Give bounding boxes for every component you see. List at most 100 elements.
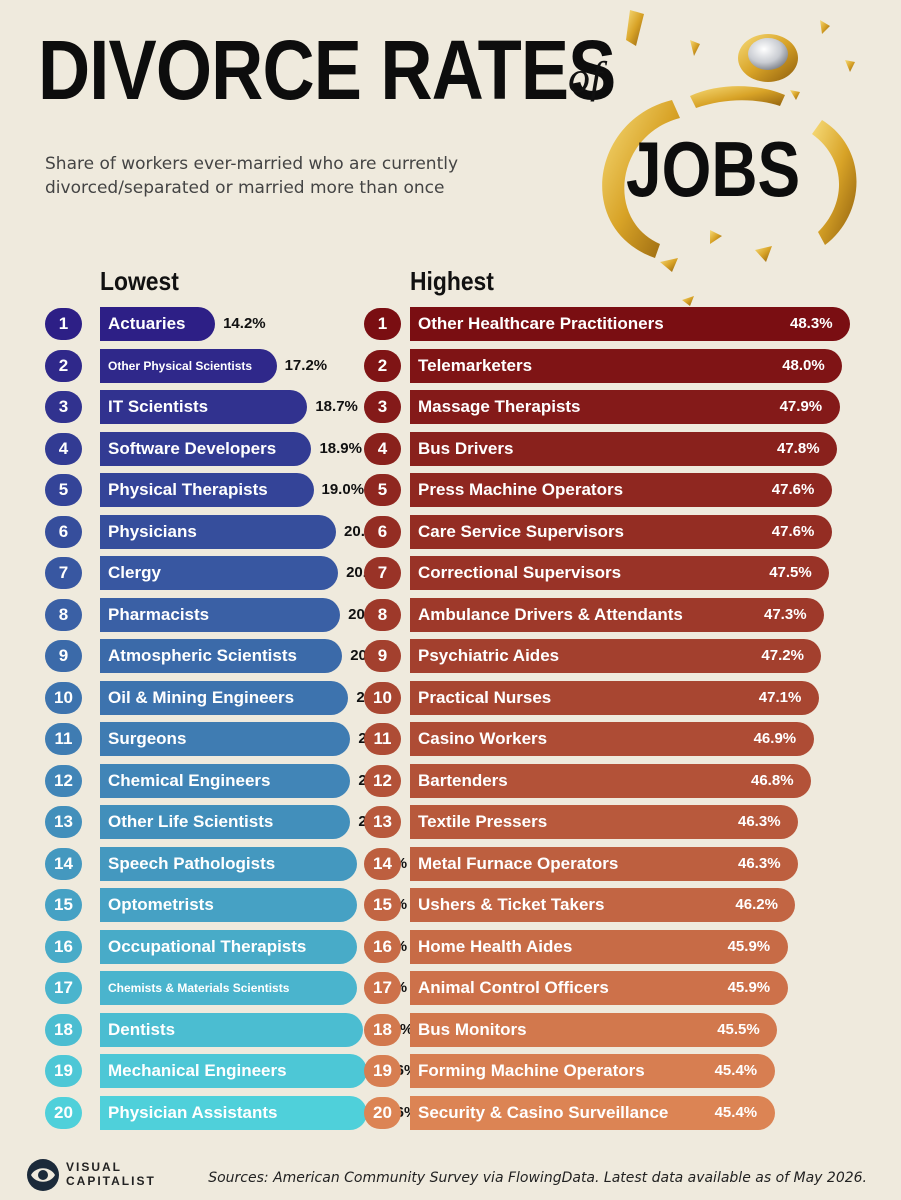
highest-bar <box>410 597 824 632</box>
highest-category-label: Bus Drivers <box>418 438 514 458</box>
lowest-row-8: 8Pharmacists20.3% <box>0 597 901 632</box>
lowest-rank-badge: 5 <box>45 474 82 506</box>
highest-value-label: 45.4% <box>714 1103 758 1121</box>
highest-bar <box>410 307 850 341</box>
lowest-category-label: Actuaries <box>108 314 186 333</box>
highest-category-label: Casino Workers <box>418 729 548 748</box>
lowest-row-7: 7Clergy20.2% <box>0 556 901 590</box>
highest-category-label: Security & Casino Surveillance <box>418 1102 669 1122</box>
lowest-bar <box>100 431 312 466</box>
lowest-bar <box>100 971 357 1005</box>
lowest-rank-badge: 15 <box>45 889 82 921</box>
highest-row-20: 20 Security & Casino Surveillance 45.4% <box>0 1095 901 1130</box>
highest-value-label: 47.2% <box>761 647 804 664</box>
lowest-category-label: Optometrists <box>108 895 214 914</box>
highest-category-label: Massage Therapists <box>418 397 581 416</box>
lowest-rank-badge: 8 <box>45 598 82 631</box>
highest-bar <box>410 1054 775 1088</box>
highest-row-9: 9 Psychiatric Aides 47.2% <box>0 639 901 673</box>
highest-bar <box>410 514 832 549</box>
highest-bar <box>410 929 788 964</box>
visual-capitalist-logo-icon <box>27 1159 59 1191</box>
highest-value-label: 47.5% <box>769 564 812 581</box>
lowest-rank-badge: 14 <box>45 847 82 880</box>
lowest-bar <box>100 514 337 549</box>
highest-row-15: 15 Ushers & Ticket Takers 46.2% <box>0 888 901 922</box>
highest-row-12: 12 Bartenders 46.8% <box>0 763 901 798</box>
highest-bar <box>410 1095 775 1130</box>
lowest-bar <box>100 348 277 383</box>
lowest-value-label: 14.2% <box>223 315 266 332</box>
highest-category-label: Psychiatric Aides <box>418 646 560 665</box>
lowest-rank-badge: 10 <box>45 681 82 714</box>
highest-bar <box>410 971 788 1005</box>
lowest-rank-badge: 19 <box>45 1055 82 1087</box>
highest-row-16: 16 Home Health Aides 45.9% <box>0 929 901 964</box>
highest-row-7: 7 Correctional Supervisors 47.5% <box>0 556 901 590</box>
highest-rank-badge: 9 <box>364 640 401 672</box>
subtitle: Share of workers ever-married who are cu… <box>45 154 459 198</box>
lowest-category-label: Mechanical Engineers <box>108 1061 287 1080</box>
highest-category-label: Bus Monitors <box>418 1019 527 1039</box>
highest-category-label: Ushers & Ticket Takers <box>418 895 605 914</box>
lowest-bar <box>100 846 357 881</box>
brand-name: VISUAL CAPITALIST <box>66 1160 156 1188</box>
lowest-category-label: Software Developers <box>108 438 277 458</box>
lowest-rank-badge: 2 <box>45 349 82 382</box>
highest-row-10: 10 Practical Nurses 47.1% <box>0 680 901 715</box>
lowest-category-label: Dentists <box>108 1019 176 1039</box>
lowest-rank-badge: 18 <box>45 1013 82 1046</box>
highest-rank-badge: 10 <box>364 681 401 714</box>
highest-rank-badge: 7 <box>364 557 401 589</box>
highest-rank-badge: 12 <box>364 764 401 797</box>
highest-bar <box>410 680 819 715</box>
lowest-category-label: Pharmacists <box>108 604 210 624</box>
lowest-rank-badge: 17 <box>45 972 82 1004</box>
highest-bar <box>410 888 796 922</box>
lowest-category-label: IT Scientists <box>108 397 209 416</box>
highest-value-label: 48.0% <box>782 356 825 374</box>
lowest-category-label: Occupational Therapists <box>108 936 307 956</box>
highest-category-label: Care Service Supervisors <box>418 521 625 541</box>
lowest-rank-badge: 13 <box>45 806 82 838</box>
highest-row-3: 3 Massage Therapists 47.9% <box>0 390 901 424</box>
lowest-bar <box>100 763 351 798</box>
highest-value-label: 46.3% <box>738 854 781 872</box>
lowest-category-label: Atmospheric Scientists <box>108 646 297 665</box>
highest-category-label: Press Machine Operators <box>418 480 624 499</box>
lowest-rank-badge: 6 <box>45 515 82 548</box>
highest-row-14: 14 Metal Furnace Operators 46.3% <box>0 846 901 881</box>
highest-rank-badge: 3 <box>364 391 401 423</box>
lowest-category-label: Other Physical Scientists <box>108 358 253 373</box>
lowest-rank-badge: 1 <box>45 308 82 340</box>
lowest-row-3: 3 IT Scientists 18.7% <box>0 390 901 424</box>
highest-rank-badge: 19 <box>364 1055 401 1087</box>
highest-category-label: Telemarketers <box>418 355 533 375</box>
highest-bar <box>410 431 837 466</box>
lowest-category-label: Physician Assistants <box>108 1102 278 1122</box>
highest-bar <box>410 805 798 839</box>
highest-rank-badge: 14 <box>364 847 401 880</box>
highest-value-label: 45.9% <box>727 979 771 996</box>
highest-row-5: 5 Press Machine Operators 47.6% <box>0 473 901 507</box>
highest-rank-badge: 8 <box>364 598 401 631</box>
lowest-category-label: Chemists & Materials Scientists <box>108 981 290 995</box>
lowest-bar <box>100 1054 367 1088</box>
lowest-bar <box>100 888 357 922</box>
highest-bar <box>410 556 830 590</box>
highest-value-label: 46.8% <box>751 771 794 789</box>
title-jobs: JOBS <box>626 125 801 213</box>
lowest-bar <box>100 1095 367 1130</box>
lowest-bar <box>100 390 308 424</box>
lowest-bar <box>100 1012 363 1047</box>
highest-value-label: 46.2% <box>735 896 778 913</box>
highest-bar <box>410 639 822 673</box>
lowest-rank-badge: 11 <box>45 723 82 755</box>
highest-rank-badge: 4 <box>364 432 401 465</box>
lowest-value-label: 18.7% <box>315 398 358 415</box>
